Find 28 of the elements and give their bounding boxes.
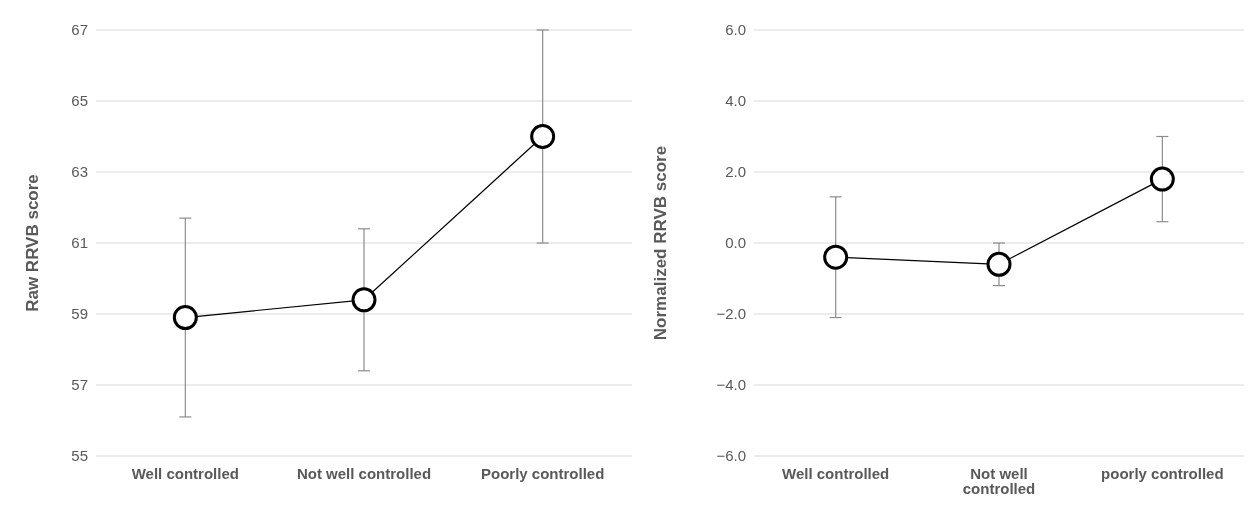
y-tick-label: 63	[71, 163, 88, 181]
x-tick-label: Not well controlled	[296, 464, 432, 482]
y-tick-label: 4.0	[725, 92, 746, 110]
y-tick-label: 2.0	[725, 163, 746, 181]
y-axis-title: Raw RRVB score	[23, 174, 43, 312]
y-tick-label: 6.0	[725, 21, 746, 39]
x-tick-label: poorly controlled	[1101, 464, 1224, 482]
point	[351, 287, 377, 313]
x-tick-label: Not well controlled	[962, 464, 1036, 497]
point	[530, 124, 556, 149]
y-tick-label: −4.0	[716, 376, 746, 394]
y-tick-label: 59	[71, 305, 88, 323]
y-tick-label: 65	[71, 92, 88, 110]
x-tick-label: Well controlled	[131, 464, 239, 482]
y-tick-label: 57	[71, 376, 88, 394]
y-axis-title: Normalized RRVB score	[651, 145, 671, 341]
y-tick-label: −6.0	[716, 447, 746, 465]
x-tick-label: Poorly controlled	[480, 464, 605, 482]
y-tick-label: 55	[71, 447, 88, 465]
point	[1149, 166, 1175, 192]
y-tick-label: 67	[71, 21, 88, 39]
y-tick-label: 61	[71, 234, 88, 252]
point	[986, 251, 1012, 277]
point	[823, 244, 849, 270]
y-tick-label: −2.0	[716, 305, 746, 323]
y-tick-label: 0.0	[725, 234, 746, 252]
point	[172, 305, 198, 331]
x-tick-label: Well controlled	[782, 464, 890, 482]
